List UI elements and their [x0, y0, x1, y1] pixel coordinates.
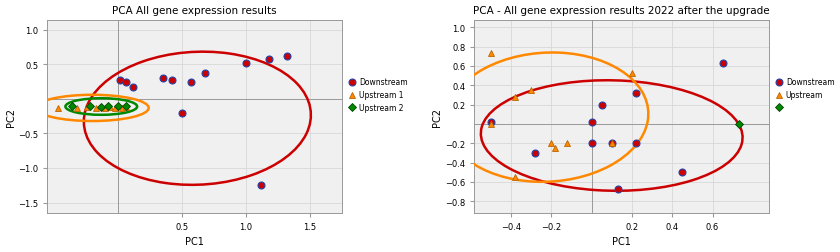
Y-axis label: PC2: PC2 — [433, 107, 443, 126]
Y-axis label: PC2: PC2 — [6, 107, 16, 126]
Legend: Downstream, Upstream, : Downstream, Upstream, — [776, 78, 834, 113]
X-axis label: PC1: PC1 — [186, 237, 204, 246]
Title: PCA - All gene expression results 2022 after the upgrade: PCA - All gene expression results 2022 a… — [474, 6, 770, 15]
X-axis label: PC1: PC1 — [612, 237, 631, 246]
Legend: Downstream, Upstream 1, Upstream 2: Downstream, Upstream 1, Upstream 2 — [349, 78, 407, 113]
Title: PCA All gene expression results: PCA All gene expression results — [113, 6, 277, 15]
